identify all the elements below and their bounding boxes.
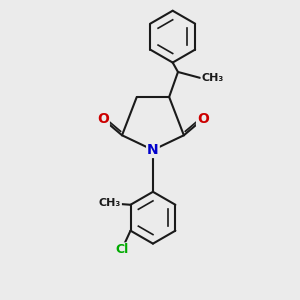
Text: Cl: Cl xyxy=(115,243,128,256)
Text: CH₃: CH₃ xyxy=(202,73,224,83)
Text: CH₃: CH₃ xyxy=(99,198,121,208)
Text: O: O xyxy=(97,112,109,126)
Text: O: O xyxy=(197,112,209,126)
Text: N: N xyxy=(147,143,159,157)
